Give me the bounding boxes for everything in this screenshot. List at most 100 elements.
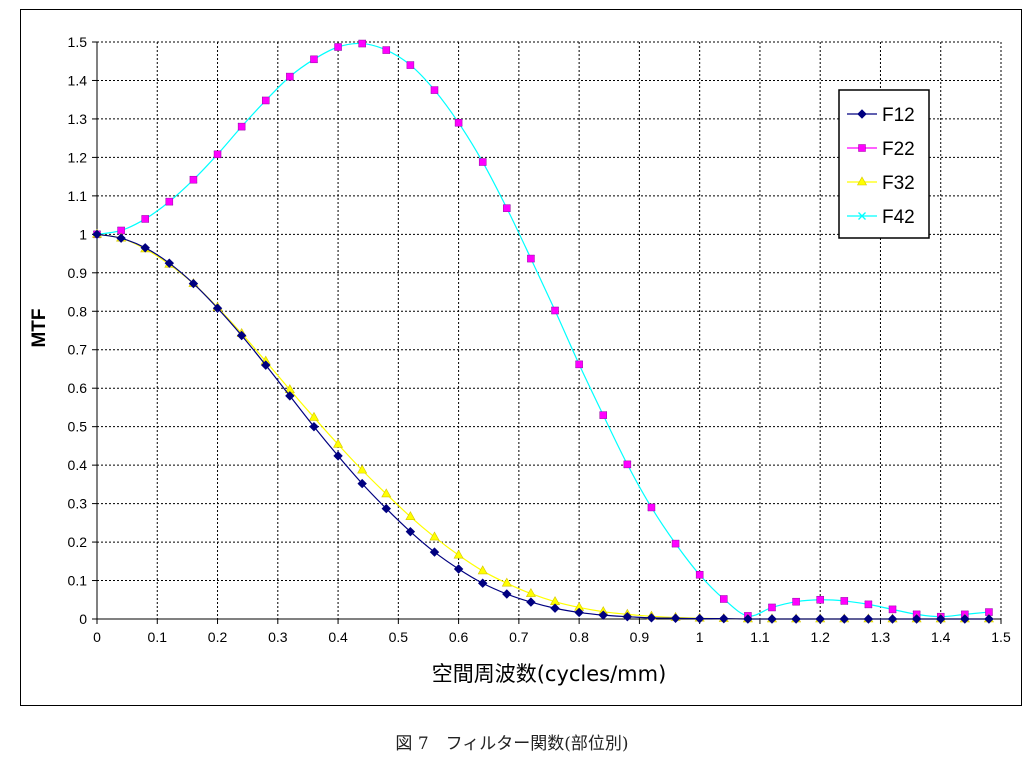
y-axis-title: MTF xyxy=(29,308,50,347)
data-point-f12 xyxy=(212,303,223,313)
series-lines xyxy=(91,39,994,624)
data-point-f12 xyxy=(887,614,898,624)
y-tick-label: 0.3 xyxy=(68,496,88,512)
legend-item-f12: F12 xyxy=(847,105,915,126)
data-point-f22 xyxy=(213,150,222,159)
data-point-f32 xyxy=(308,411,319,421)
data-point-f32 xyxy=(525,588,536,597)
data-point-f12 xyxy=(188,278,199,289)
data-point-f12 xyxy=(719,613,729,624)
data-point-f12 xyxy=(526,597,536,607)
data-point-f22 xyxy=(816,596,824,604)
data-point-f12 xyxy=(622,611,633,622)
data-point-f32 xyxy=(333,438,344,448)
y-tick-label: 1.1 xyxy=(68,188,88,204)
data-point-f22 xyxy=(286,72,294,81)
data-point-f22 xyxy=(551,306,559,315)
data-point-f22 xyxy=(792,597,800,606)
data-point-f12 xyxy=(164,258,175,268)
data-point-f32 xyxy=(477,565,488,575)
data-point-f22 xyxy=(358,39,366,48)
series-f12 xyxy=(92,229,994,624)
y-tick-label: 0.2 xyxy=(68,534,88,550)
data-point-f22 xyxy=(478,158,487,166)
x-tick-label: 0.5 xyxy=(389,629,409,645)
data-point-f12 xyxy=(236,330,247,341)
data-point-f22 xyxy=(720,595,728,603)
data-point-f12 xyxy=(984,614,994,624)
data-point-f22 xyxy=(382,46,391,54)
x-tick-label: 1.3 xyxy=(871,629,891,645)
y-tick-label: 0 xyxy=(79,611,87,627)
mtf-line-chart: 0 0.1 0.2 0.3 0.4 0.5 0.6 0.7 0.8 0.9 1 1.1 1.2 1.3 1.… xyxy=(29,34,1011,686)
data-point-f12 xyxy=(911,614,922,624)
legend-marker xyxy=(858,212,866,220)
chart-frame: 0 0.1 0.2 0.3 0.4 0.5 0.6 0.7 0.8 0.9 1 1.1 1.2 1.3 1.… xyxy=(20,9,1022,706)
y-tick-label: 1 xyxy=(79,226,87,242)
data-point-f12 xyxy=(694,613,705,624)
data-point-f32 xyxy=(405,511,416,520)
data-point-f32 xyxy=(357,464,368,474)
series-f22 xyxy=(93,39,993,621)
x-tick-label: 0.1 xyxy=(148,629,168,645)
y-tick-label: 0.9 xyxy=(68,265,88,281)
data-point-f22 xyxy=(864,600,873,609)
data-point-f22 xyxy=(430,86,439,94)
data-point-f32 xyxy=(453,549,464,559)
data-point-f12 xyxy=(598,610,608,620)
figure-caption: 図 7 フィルター関数(部位別) xyxy=(395,734,629,754)
x-axis-title: 空間周波数(cycles/mm) xyxy=(432,662,667,686)
series-f32 xyxy=(91,228,994,623)
x-tick-label: 0 xyxy=(93,629,101,645)
data-point-f12 xyxy=(550,603,560,613)
data-point-f22 xyxy=(695,571,704,579)
data-point-f12 xyxy=(839,614,850,624)
data-point-f32 xyxy=(381,488,392,498)
data-point-f22 xyxy=(768,603,776,612)
data-point-f22 xyxy=(454,119,463,127)
x-tick-label: 0.3 xyxy=(268,629,288,645)
y-tick-label: 0.8 xyxy=(68,303,88,319)
data-point-f22 xyxy=(527,254,535,263)
y-tick-label: 1.2 xyxy=(68,149,88,165)
legend-label: F12 xyxy=(882,105,915,126)
x-tick-label: 0.8 xyxy=(569,629,589,645)
data-point-f12 xyxy=(333,451,343,461)
data-point-f22 xyxy=(141,215,149,223)
legend-label: F32 xyxy=(882,173,915,194)
legend-marker xyxy=(856,176,868,186)
data-point-f12 xyxy=(815,614,825,624)
data-point-f12 xyxy=(574,607,584,618)
data-point-f22 xyxy=(888,605,897,614)
x-tick-label: 0.4 xyxy=(328,629,348,645)
data-point-f12 xyxy=(285,391,295,401)
data-point-f22 xyxy=(599,411,607,419)
data-point-f32 xyxy=(501,577,512,587)
data-point-f12 xyxy=(646,613,657,623)
x-tick-label: 0.7 xyxy=(509,629,529,645)
data-point-f22 xyxy=(647,503,656,512)
y-tick-label: 1.5 xyxy=(68,34,88,50)
legend-item-f22: F22 xyxy=(847,139,915,160)
x-tick-label: 1.5 xyxy=(991,629,1011,645)
data-point-f22 xyxy=(189,175,198,184)
data-point-f22 xyxy=(840,597,849,605)
legend-marker xyxy=(857,109,867,119)
data-point-f22 xyxy=(165,197,174,206)
data-point-f12 xyxy=(116,233,126,243)
data-point-f12 xyxy=(309,421,319,432)
data-point-f22 xyxy=(623,460,632,469)
data-point-f32 xyxy=(429,531,440,541)
data-point-f12 xyxy=(429,547,440,557)
data-point-f22 xyxy=(503,204,511,212)
x-tick-label: 0.6 xyxy=(449,629,469,645)
data-point-f22 xyxy=(406,61,415,69)
data-point-f12 xyxy=(960,614,970,624)
y-tick-label: 0.1 xyxy=(68,573,88,589)
y-tick-label: 1.4 xyxy=(68,72,88,88)
x-tick-label: 0.9 xyxy=(630,629,650,645)
legend-label: F42 xyxy=(882,207,915,228)
legend-box xyxy=(838,89,930,239)
y-tick-label: 0.6 xyxy=(68,380,88,396)
legend-item-f32: F32 xyxy=(847,173,915,194)
